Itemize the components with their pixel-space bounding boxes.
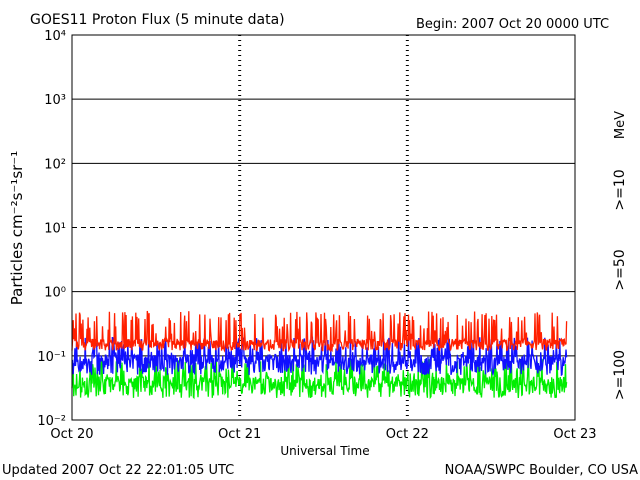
legend-ge100: >=100 — [612, 350, 628, 400]
y-tick-label: 10² — [44, 157, 66, 172]
legend-ge50: >=50 — [612, 249, 628, 290]
x-tick-label: Oct 20 — [50, 427, 93, 442]
plot-frame — [71, 34, 576, 421]
x-axis-label: Universal Time — [280, 444, 369, 458]
y-tick-label: 10⁻² — [37, 414, 66, 429]
series-layer — [71, 310, 568, 400]
y-tick-label: 10¹ — [44, 222, 66, 237]
y-axis-label: Particles cm⁻²s⁻¹sr⁻¹ — [8, 151, 26, 305]
chart-title: GOES11 Proton Flux (5 minute data) — [30, 12, 285, 28]
y-tick-label: 10⁻¹ — [37, 350, 66, 365]
updated-timestamp: Updated 2007 Oct 22 22:01:05 UTC — [2, 463, 234, 478]
series-line — [71, 310, 568, 353]
y-tick-label: 10⁰ — [44, 286, 66, 301]
legend-ge10: >=10 — [612, 169, 628, 210]
x-tick-label: Oct 21 — [218, 427, 261, 442]
series-line — [71, 336, 568, 377]
y-tick-label: 10⁴ — [44, 29, 66, 44]
x-tick-label: Oct 23 — [553, 427, 596, 442]
y-tick-label: 10³ — [44, 93, 66, 108]
x-tick-labels: Oct 20 Oct 21 Oct 22 Oct 23 — [50, 427, 596, 442]
y-tick-labels: 10⁻² 10⁻¹ 10⁰ 10¹ 10² 10³ 10⁴ — [37, 29, 66, 429]
source-credit: NOAA/SWPC Boulder, CO USA — [445, 463, 638, 478]
units-label: MeV — [613, 111, 628, 139]
x-tick-label: Oct 22 — [386, 427, 429, 442]
series-line — [71, 358, 568, 400]
begin-time: Begin: 2007 Oct 20 0000 UTC — [416, 17, 609, 32]
